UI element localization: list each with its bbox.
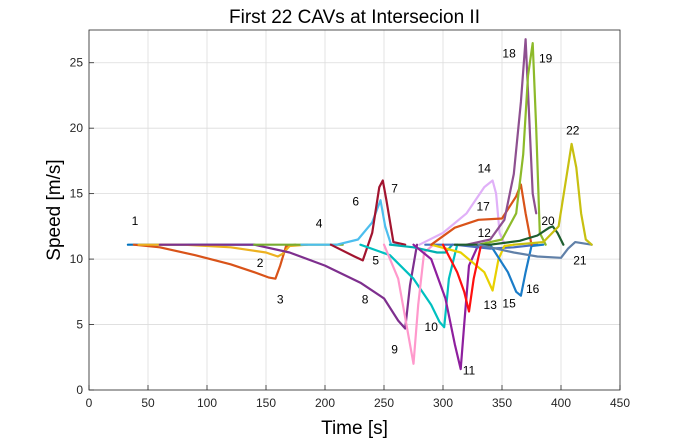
- x-tick-label: 450: [610, 396, 630, 410]
- series-label-17: 17: [476, 200, 490, 214]
- x-tick-label: 0: [86, 396, 93, 410]
- series-layer: [126, 38, 593, 371]
- chart-title: First 22 CAVs at Intersecion II: [229, 7, 480, 28]
- x-tick-label: 350: [492, 396, 512, 410]
- series-label-21: 21: [573, 253, 587, 267]
- series-line-18: [465, 38, 538, 246]
- series-label-3: 3: [277, 293, 284, 307]
- series-label-20: 20: [541, 214, 555, 228]
- series-line-22: [512, 142, 593, 246]
- series-label-12: 12: [478, 226, 492, 240]
- series-line-7: [329, 179, 407, 262]
- series-label-14: 14: [478, 162, 492, 176]
- y-tick-label: 25: [70, 56, 84, 70]
- series-label-1: 1: [132, 214, 139, 228]
- x-tick-label: 250: [374, 396, 394, 410]
- y-tick-label: 5: [76, 318, 83, 332]
- series-label-8: 8: [362, 293, 369, 307]
- series-line-21: [477, 241, 593, 259]
- plot-background: [89, 30, 620, 390]
- series-label-15: 15: [502, 297, 516, 311]
- series-label-22: 22: [566, 124, 580, 138]
- series-label-5: 5: [372, 253, 379, 267]
- x-tick-label: 100: [197, 396, 217, 410]
- series-line-17: [430, 183, 533, 246]
- y-tick-label: 20: [70, 121, 84, 135]
- series-label-10: 10: [425, 320, 439, 334]
- series-line-2: [132, 243, 297, 280]
- series-label-2: 2: [257, 256, 264, 270]
- x-tick-label: 50: [141, 396, 155, 410]
- series-line-4: [158, 243, 419, 330]
- series-line-13: [430, 243, 515, 292]
- y-tick-label: 10: [70, 252, 84, 266]
- y-tick-label: 0: [76, 383, 83, 397]
- series-label-6: 6: [352, 194, 359, 208]
- plot-frame: [88, 29, 621, 391]
- series-label-16: 16: [526, 282, 540, 296]
- series-line-8: [359, 243, 459, 329]
- series-line-16: [489, 243, 545, 297]
- series-label-18: 18: [502, 46, 516, 60]
- series-line-19: [477, 41, 547, 246]
- series-label-11: 11: [463, 363, 476, 377]
- series-label-19: 19: [539, 52, 553, 66]
- y-axis-label: Speed [m/s]: [44, 159, 65, 260]
- x-tick-label: 400: [551, 396, 571, 410]
- series-label-9: 9: [391, 342, 398, 356]
- x-tick-label: 300: [433, 396, 453, 410]
- x-tick-label: 200: [315, 396, 335, 410]
- series-line-11: [412, 243, 480, 371]
- series-label-7: 7: [391, 181, 398, 195]
- x-axis-label: Time [s]: [321, 418, 388, 439]
- series-label-13: 13: [484, 298, 498, 312]
- series-label-4: 4: [316, 217, 323, 231]
- y-tick-label: 15: [70, 187, 84, 201]
- series-line-20: [453, 225, 565, 246]
- x-tick-label: 150: [256, 396, 276, 410]
- series-line-12: [424, 243, 539, 250]
